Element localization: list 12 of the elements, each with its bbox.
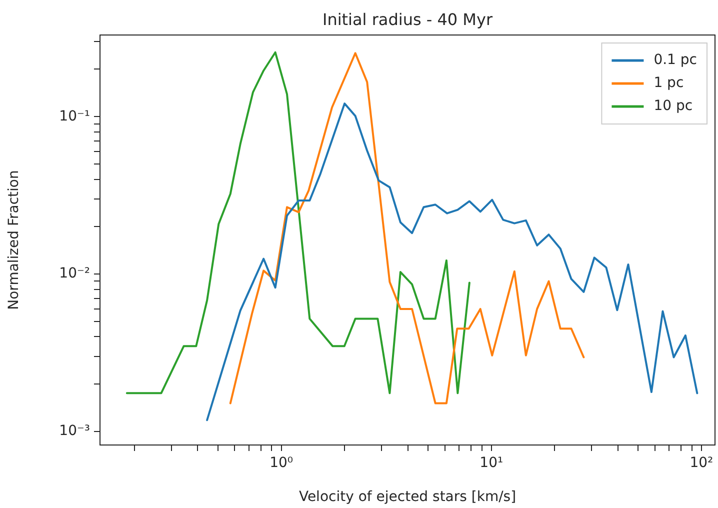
chart-title: Initial radius - 40 Myr: [322, 10, 493, 30]
legend-label: 0.1 pc: [654, 52, 698, 68]
x-tick-label: 10²: [690, 455, 714, 472]
y-tick-label: 10⁻¹: [59, 108, 90, 124]
legend-label: 10 pc: [654, 98, 693, 114]
y-axis-title: Normalized Fraction: [6, 170, 22, 310]
x-tick-label: 10¹: [480, 455, 504, 472]
y-tick-label: 10⁻³: [59, 423, 90, 440]
legend-label: 1 pc: [654, 75, 684, 92]
y-tick-label: 10⁻²: [59, 266, 90, 282]
x-axis-title: Velocity of ejected stars [km/s]: [298, 489, 516, 506]
x-tick-label: 10⁰: [270, 455, 294, 472]
